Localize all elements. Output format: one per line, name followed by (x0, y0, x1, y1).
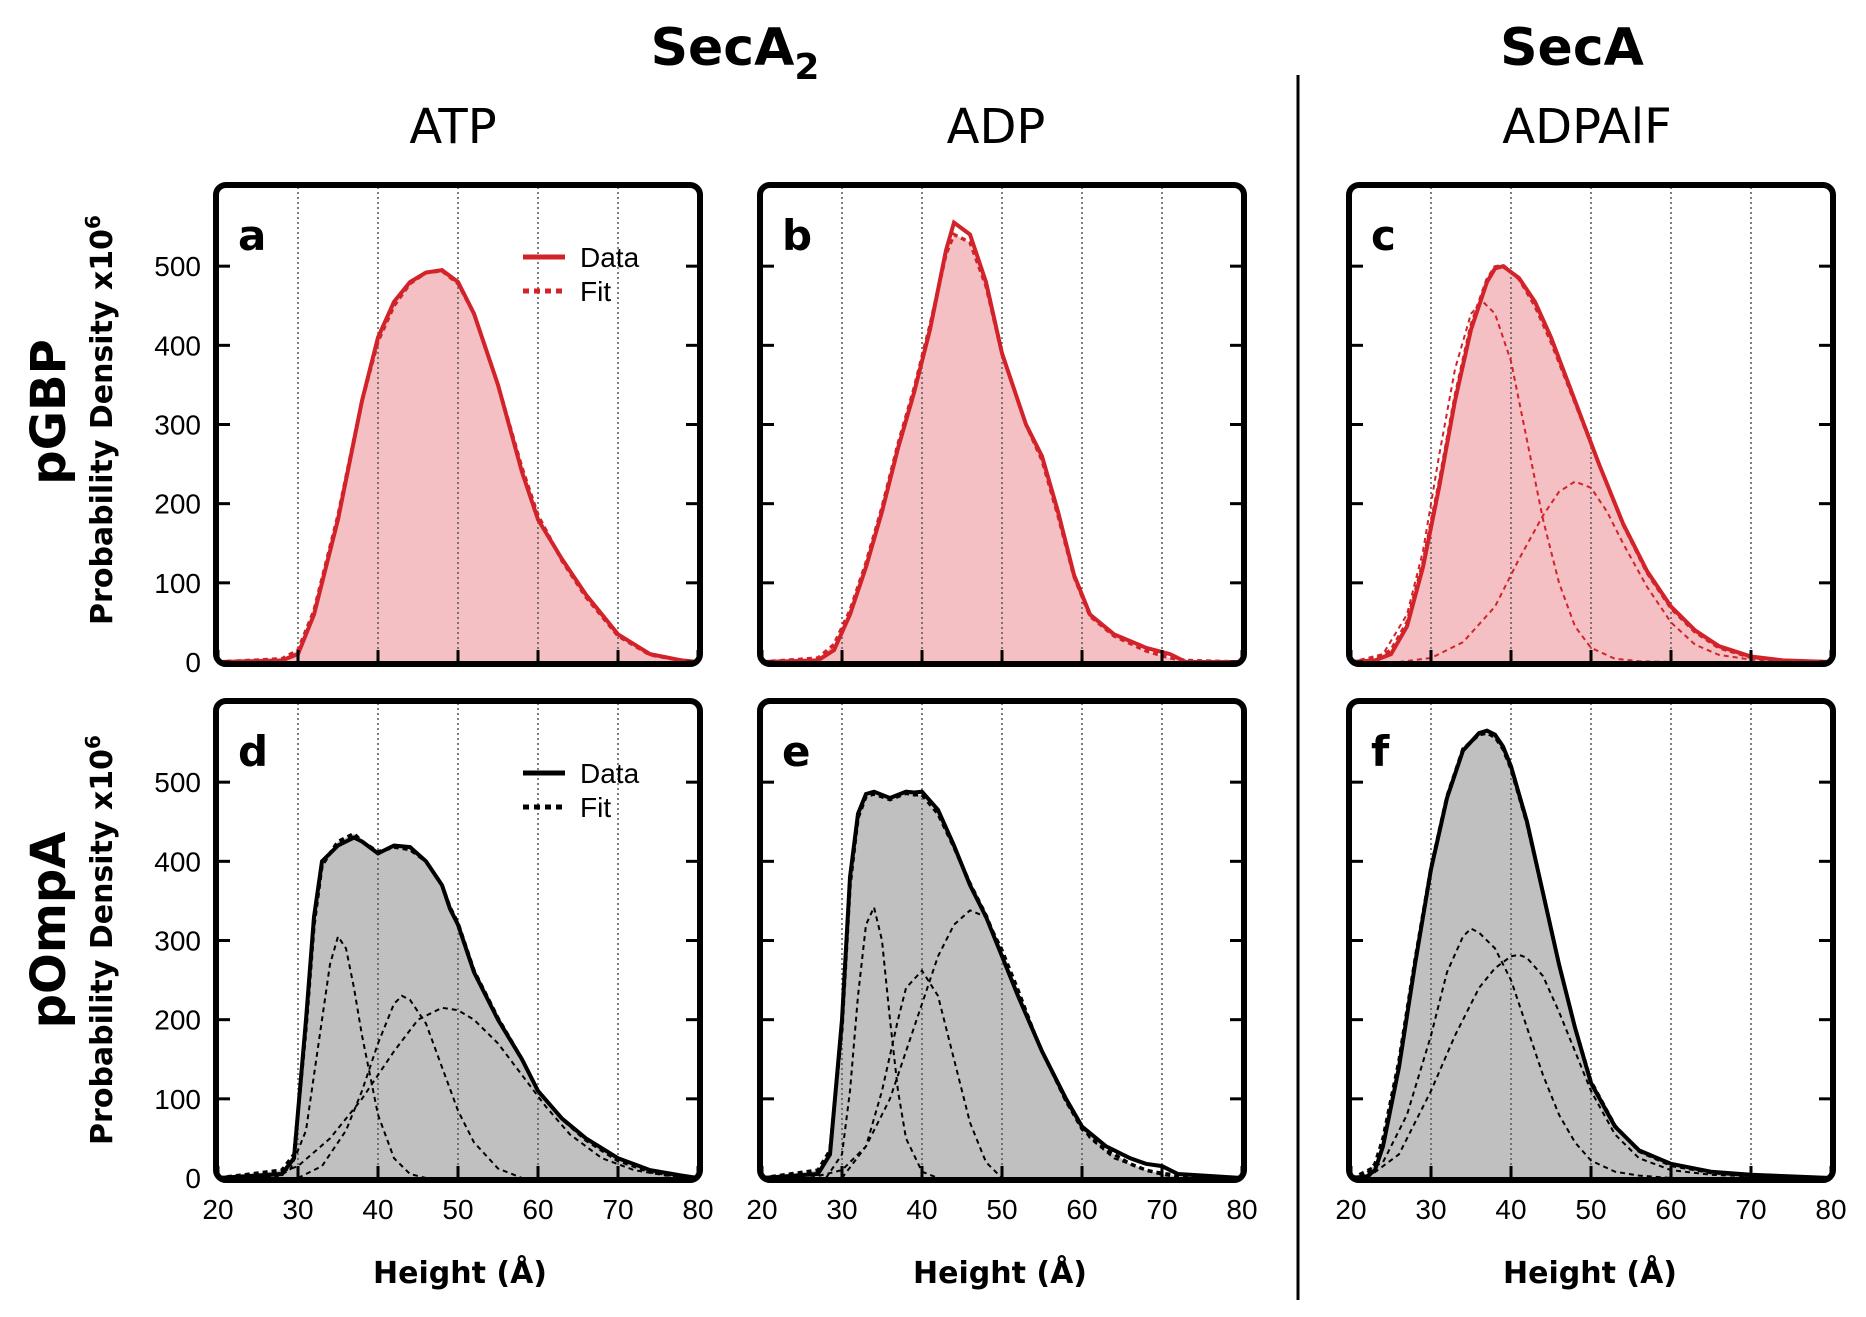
panel-letter: c (1371, 211, 1396, 260)
y-axis-label-top: Probability Density x106 (81, 215, 120, 625)
fit-line (1351, 731, 1831, 1178)
x-tick-label: 50 (1575, 1194, 1606, 1225)
plot-area (218, 187, 698, 662)
area-fill (1351, 733, 1831, 1178)
panel-frame (757, 698, 1247, 1183)
x-tick-label: 20 (746, 1194, 777, 1225)
fit-component-2 (841, 968, 1003, 1178)
panel-frame (757, 182, 1247, 667)
panel-e: 20 30 40 50 60 70 80 e (746, 698, 1258, 1225)
x-tick-label: 40 (362, 1194, 393, 1225)
y-tick-label: 400 (154, 330, 201, 361)
x-tick-label: 30 (1415, 1194, 1446, 1225)
y-tick-label: 200 (154, 489, 201, 520)
y-tick-label: 400 (154, 846, 201, 877)
y-tick-label: 500 (154, 251, 201, 282)
legend-label-fit: Fit (580, 276, 611, 307)
panel-f: 20 30 40 50 60 70 80 f (1335, 698, 1847, 1225)
plot-area (762, 187, 1242, 662)
legend-label-data: Data (580, 758, 640, 789)
area-fill (762, 793, 1242, 1178)
legend-label-data: Data (580, 242, 640, 273)
panel-b: b (757, 182, 1247, 667)
plot-area (1351, 187, 1831, 662)
x-tick-label: 50 (986, 1194, 1017, 1225)
panel-letter: b (782, 211, 812, 260)
x-tick-label: 20 (1335, 1194, 1366, 1225)
plot-area (218, 703, 698, 1178)
x-tick-label: 60 (1655, 1194, 1686, 1225)
fit-component-3 (265, 1006, 698, 1178)
panel-letter: e (782, 727, 811, 776)
y-axis-label-bottom: Probability Density x106 (81, 735, 120, 1145)
area-fill (218, 833, 698, 1178)
panel-c: c (1346, 182, 1836, 667)
x-tick-label: 50 (442, 1194, 473, 1225)
panel-frame (1346, 698, 1836, 1183)
x-tick-label: 60 (522, 1194, 553, 1225)
fit-component-2 (1398, 480, 1831, 662)
panel-frame (213, 698, 703, 1183)
fit-component-1 (1351, 300, 1672, 662)
x-tick-label: 70 (1146, 1194, 1177, 1225)
x-axis-label-adpalf: Height (Å) (1503, 1254, 1677, 1291)
x-tick-label: 80 (682, 1194, 713, 1225)
x-tick-label: 80 (1815, 1194, 1846, 1225)
x-tick-label: 70 (1735, 1194, 1766, 1225)
x-tick-label: 20 (202, 1194, 233, 1225)
y-tick-label: 300 (154, 926, 201, 957)
fit-line (1351, 263, 1831, 662)
plot-area (762, 703, 1242, 1178)
area-fill (218, 270, 698, 662)
panel-frame (213, 182, 703, 667)
y-tick-label: 0 (185, 1163, 201, 1194)
panel-frame (1346, 182, 1836, 667)
fit-line (762, 232, 1242, 662)
panel-letter: f (1371, 727, 1390, 776)
x-tick-label: 40 (906, 1194, 937, 1225)
x-tick-label: 40 (1495, 1194, 1526, 1225)
y-tick-label: 100 (154, 568, 201, 599)
group-title-seca2: SecA2 (651, 18, 820, 88)
row-label-pgbp: pGBP (21, 339, 77, 485)
x-axis-label-atp: Height (Å) (373, 1254, 547, 1291)
y-tick-label: 200 (154, 1005, 201, 1036)
condition-title-adpalf: ADPAlF (1502, 99, 1671, 155)
condition-title-atp: ATP (409, 99, 496, 155)
panel-letter: a (238, 211, 266, 260)
fit-component-3 (809, 909, 1242, 1178)
y-tick-label: 500 (154, 767, 201, 798)
x-tick-label: 60 (1066, 1194, 1097, 1225)
data-line (762, 219, 1242, 662)
fit-component-1 (1351, 927, 1672, 1178)
x-tick-label: 80 (1226, 1194, 1257, 1225)
plot-area (1351, 703, 1831, 1178)
fit-line (218, 831, 698, 1178)
row-label-pompa: pOmpA (21, 832, 77, 1029)
fit-component-2 (297, 994, 523, 1178)
x-tick-label: 30 (282, 1194, 313, 1225)
x-tick-label: 30 (826, 1194, 857, 1225)
legend-label-fit: Fit (580, 792, 611, 823)
data-line (762, 789, 1242, 1178)
group-title-seca: SecA (1500, 18, 1644, 78)
condition-title-adp: ADP (947, 99, 1046, 155)
y-tick-label: 100 (154, 1084, 201, 1115)
y-tick-label: 300 (154, 410, 201, 441)
fit-component-1 (825, 904, 939, 1178)
y-tick-label: 0 (185, 647, 201, 678)
x-tick-label: 70 (602, 1194, 633, 1225)
fit-component-1 (273, 934, 427, 1178)
x-axis-label-adp: Height (Å) (913, 1254, 1087, 1291)
fit-component-2 (1366, 953, 1831, 1178)
panel-letter: d (238, 727, 268, 776)
fit-line (218, 269, 698, 662)
